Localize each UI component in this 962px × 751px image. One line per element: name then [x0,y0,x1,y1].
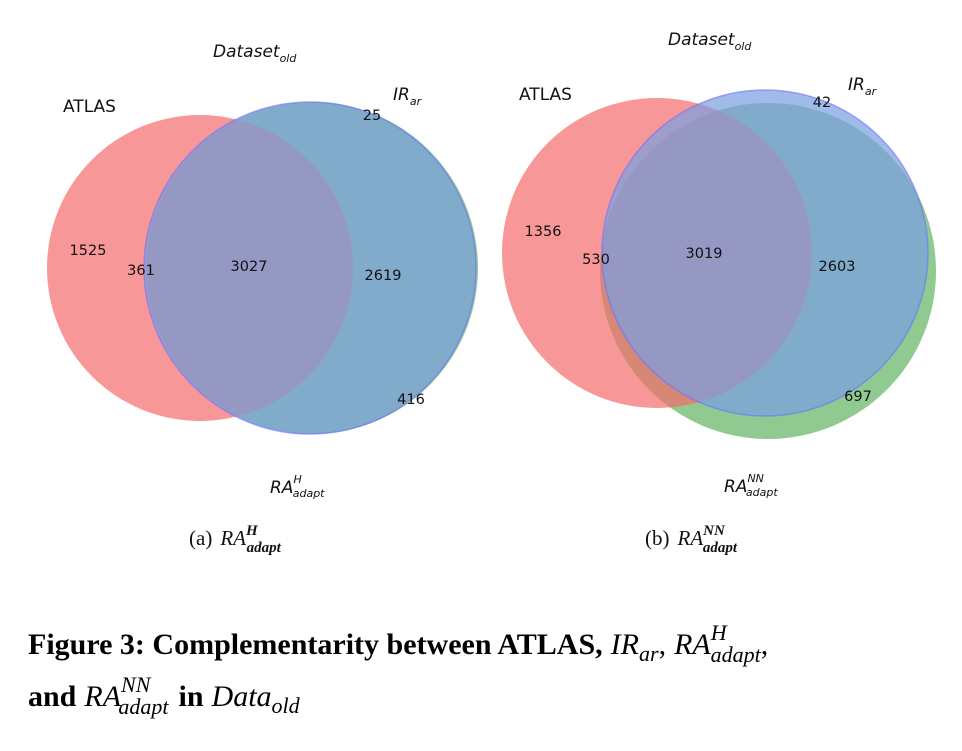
venn-a-atlas-label: ATLAS [63,97,116,117]
venn-b-ir-circle [601,89,929,417]
venn-diagram-a: Datasetold ATLAS IRar RAH adapt 1525 361 … [47,42,478,556]
venn-b-ir-ra-count: 2603 [819,259,856,275]
venn-a-ir-ra-count: 2619 [365,268,402,284]
venn-diagram-b: Datasetold ATLAS IRar RANN adapt 1356 530… [502,30,936,556]
venn-b-title: Datasetold [668,30,752,53]
figure-caption: Figure 3: Complementarity between ATLAS,… [28,620,768,719]
venn-b-atlas-label: ATLAS [519,85,572,105]
venn-a-title: Datasetold [213,42,297,65]
subcaption-b: (b) RANN adapt [645,523,738,556]
venn-a-only-ir-count: 25 [363,108,381,124]
figure-caption-line-2: and RANN adapt in Dataold [28,672,301,719]
venn-b-all-three-count: 3019 [686,246,723,262]
venn-b-ra-label: RANN adapt [724,472,778,499]
venn-a-ra-label: RAH adapt [270,473,325,500]
venn-a-ir-label: IRar [393,85,423,108]
venn-b-ir-label: IRar [848,75,878,98]
subcaption-a: (a) RAH adapt [189,523,282,556]
venn-b-atlas-ra-count: 530 [582,252,610,268]
venn-b-only-atlas-count: 1356 [525,224,562,240]
venn-a-atlas-ra-count: 361 [127,263,155,279]
figure-caption-line-1: Figure 3: Complementarity between ATLAS,… [28,620,768,667]
venn-b-only-ir-count: 42 [813,95,831,111]
venn-a-only-atlas-count: 1525 [70,243,107,259]
venn-a-only-ra-count: 416 [397,392,425,408]
venn-b-only-ra-count: 697 [844,389,872,405]
venn-a-ir-circle [143,101,477,435]
venn-a-all-three-count: 3027 [231,259,268,275]
